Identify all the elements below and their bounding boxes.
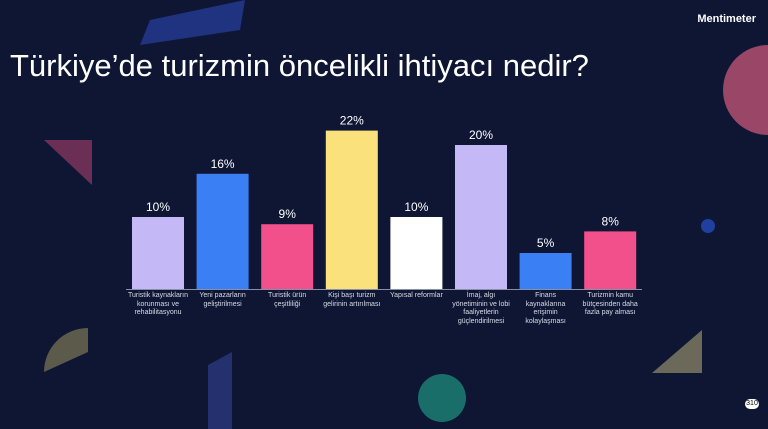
decor [140,0,245,45]
decor [652,330,702,373]
x-tick-label: Kişi başı turizm gelirinin artırılması [323,292,381,308]
bar [196,173,249,289]
decor [44,140,92,185]
bar [519,253,572,289]
decor [208,352,232,429]
x-tick-label: İmaj, algı yönetiminin ve lobi faaliyetl… [452,292,510,325]
chart-title: Türkiye’de turizmin öncelikli ihtiyacı n… [10,48,589,83]
decor [418,374,466,422]
participant-count: 310 [745,399,759,409]
value-label: 10% [146,200,170,214]
value-label: 8% [602,214,620,228]
bar [132,217,184,289]
x-tick-label: Yeni pazarların geliştirilmesi [199,292,246,308]
value-label: 9% [279,207,297,221]
decor [701,219,715,233]
x-tick-label: Turistik ürün çeşitliliği [268,292,307,308]
bar [261,224,314,289]
value-label: 16% [211,157,235,171]
decor [44,328,160,372]
x-tick-label: Yapısal reformlar [390,292,443,299]
value-label: 10% [404,200,428,214]
brand: Mentimeter [697,13,756,25]
bar [584,231,637,289]
bar [455,145,507,289]
value-label: 5% [537,236,555,250]
value-label: 20% [469,128,493,142]
x-tick-label: Turistik kaynakların korunması ve rehabi… [127,292,189,316]
x-tick-label: Finans kaynaklarına erişimin kolaylaşmas… [525,292,566,325]
bar [390,217,443,289]
bar [325,130,378,289]
x-tick-label: Turizmin kamu bütçesinden daha fazla pay… [582,292,638,316]
value-label: 22% [340,114,364,128]
decor [723,45,768,135]
